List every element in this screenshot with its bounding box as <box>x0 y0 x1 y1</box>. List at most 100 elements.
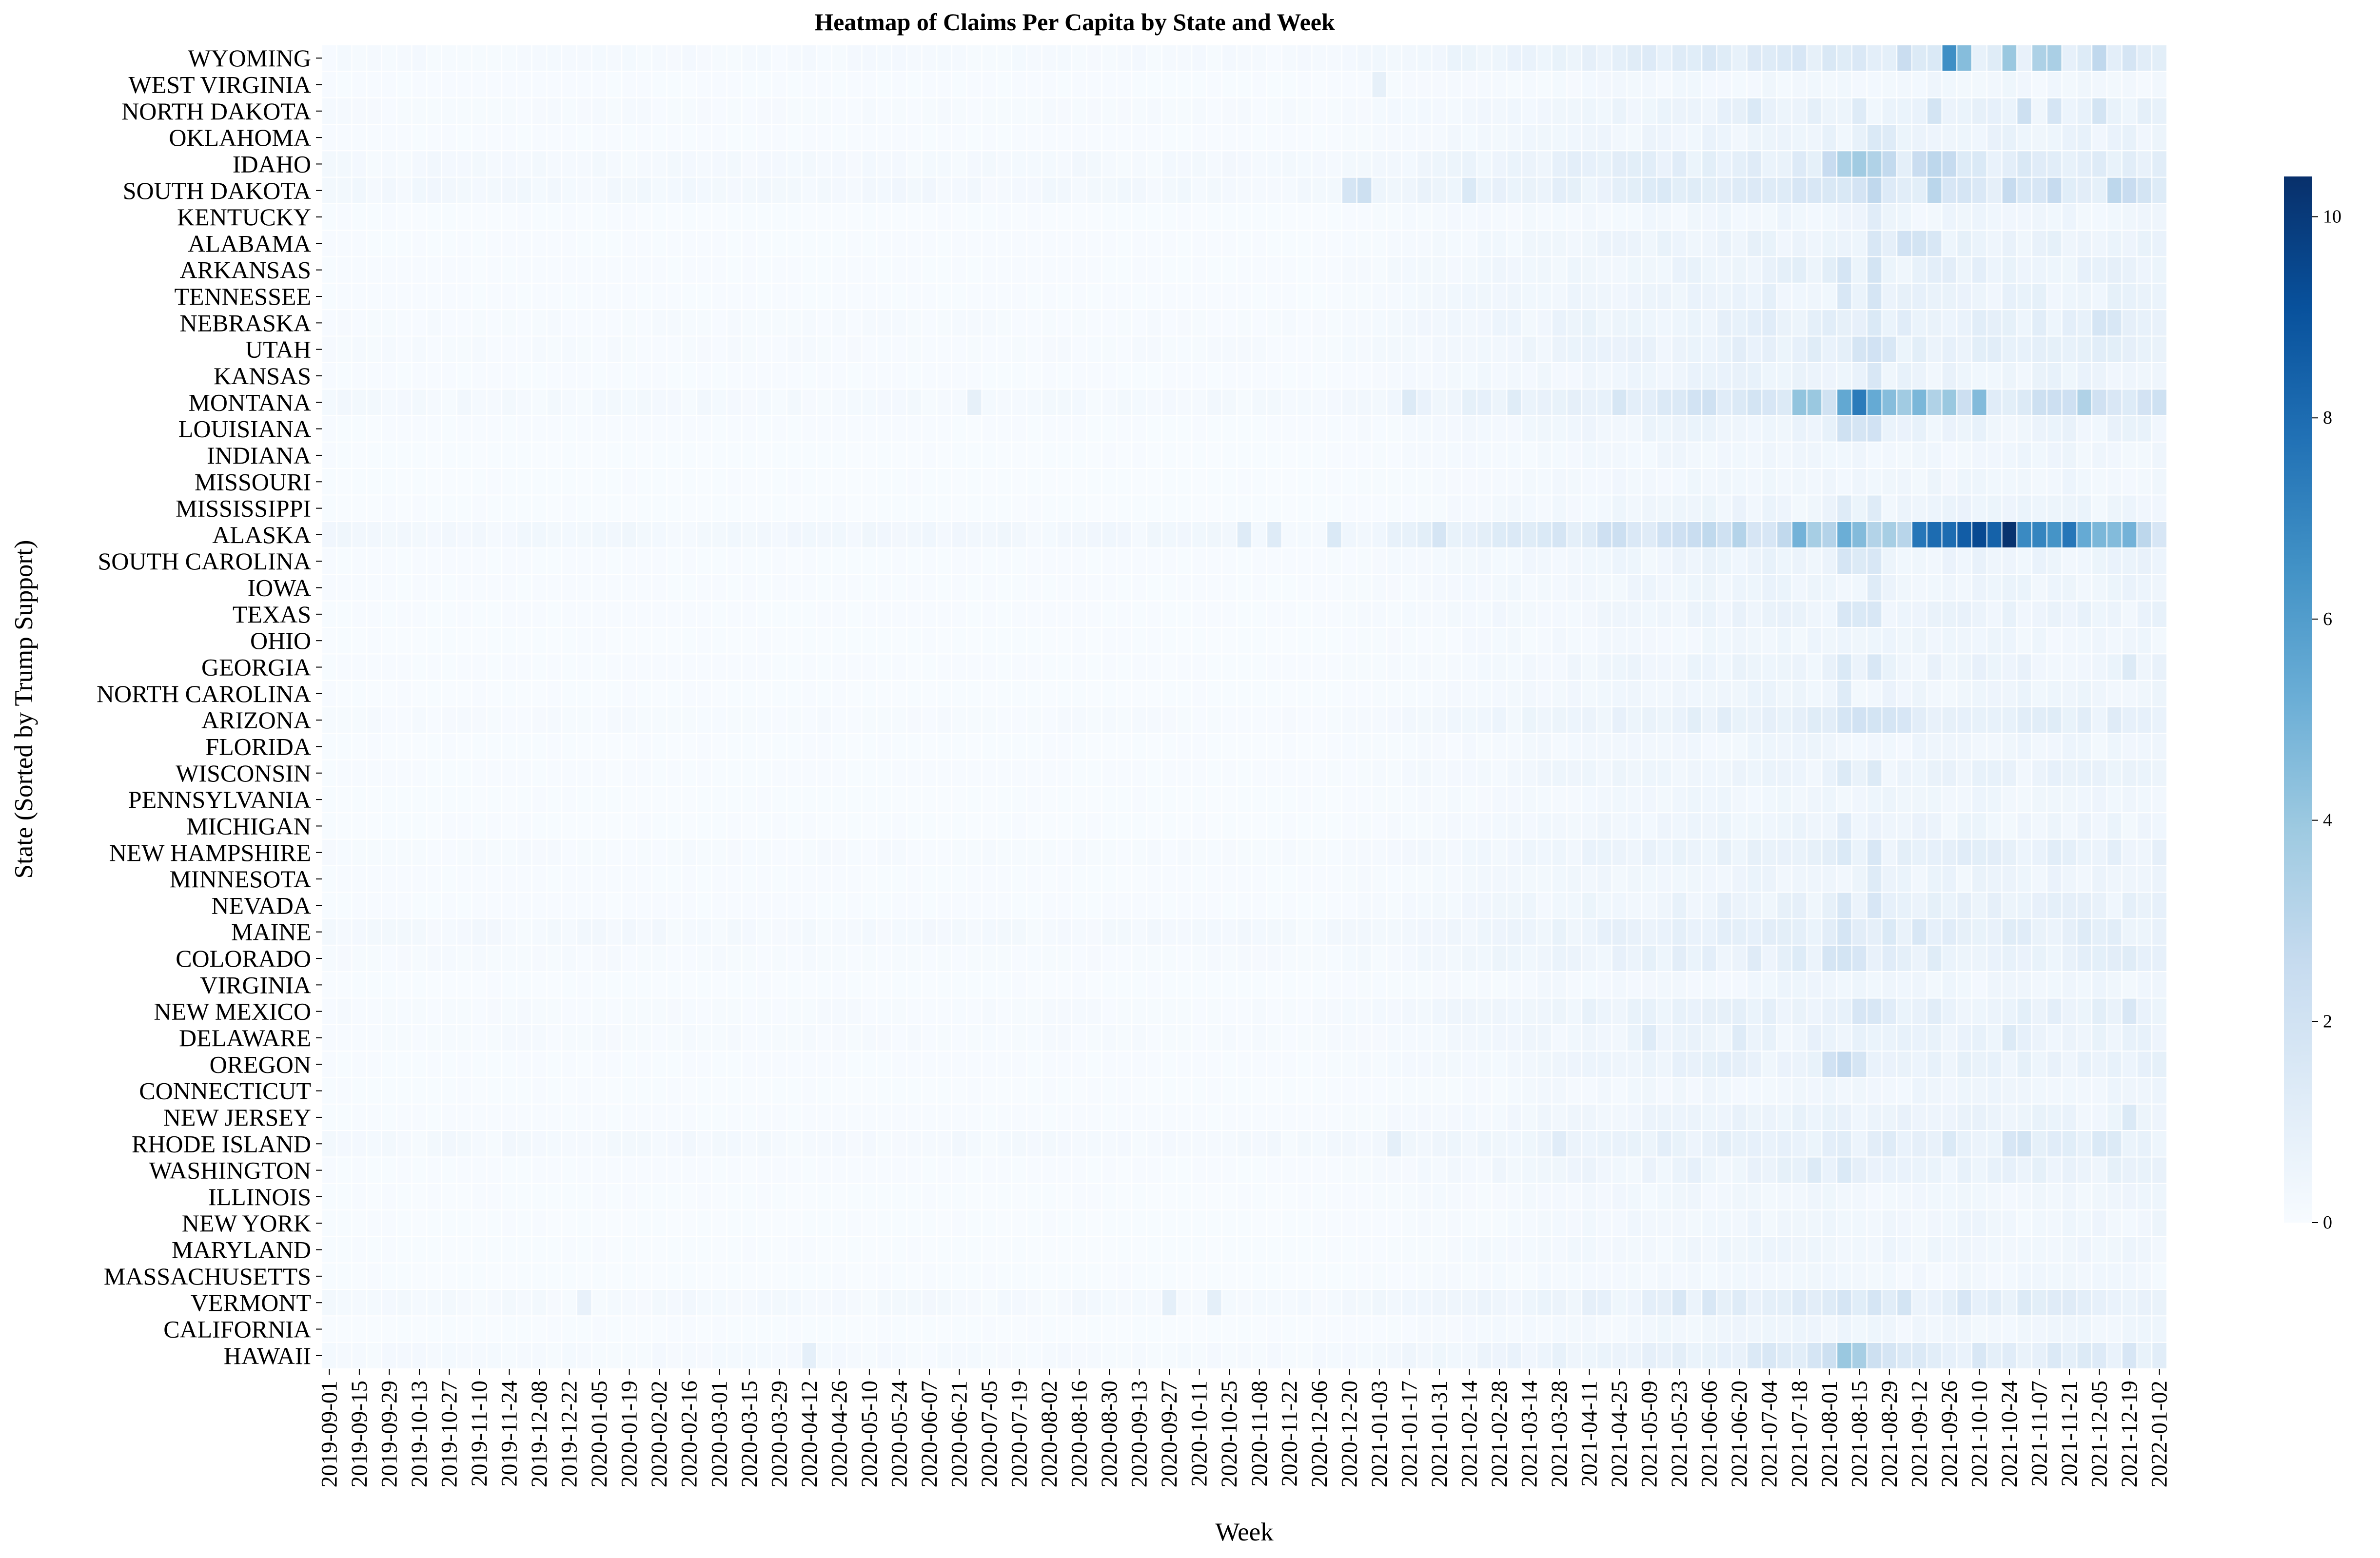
heatmap-cell <box>1881 971 1898 999</box>
heatmap-cell <box>561 918 577 946</box>
heatmap-cell <box>2121 838 2138 866</box>
heatmap-cell <box>441 71 457 98</box>
heatmap-cell <box>1176 600 1193 628</box>
heatmap-cell <box>1986 733 2003 760</box>
heatmap-cell <box>726 521 743 549</box>
heatmap-cell <box>546 733 563 760</box>
heatmap-cell <box>1296 441 1313 469</box>
heatmap-cell <box>1821 389 1838 416</box>
heatmap-cell <box>1491 441 1508 469</box>
heatmap-cell <box>1971 97 1987 125</box>
heatmap-cell <box>1866 680 1883 708</box>
heatmap-cell <box>1161 653 1178 681</box>
heatmap-cell <box>1731 785 1748 814</box>
heatmap-cell <box>1401 653 1417 681</box>
heatmap-cell <box>891 150 907 178</box>
heatmap-cell <box>906 150 923 178</box>
heatmap-cell <box>1041 1051 1058 1078</box>
heatmap-cell <box>891 123 907 152</box>
heatmap-cell <box>1161 97 1178 125</box>
heatmap-cell <box>1326 574 1342 602</box>
heatmap-cell <box>2151 494 2168 522</box>
heatmap-cell <box>786 282 803 311</box>
heatmap-cell <box>786 441 803 469</box>
heatmap-cell <box>726 892 743 919</box>
heatmap-cell <box>1056 1103 1073 1131</box>
heatmap-cell <box>1221 123 1238 152</box>
heatmap-cell <box>1011 1077 1027 1105</box>
heatmap-cell <box>1896 997 1912 1025</box>
heatmap-cell <box>1371 706 1388 734</box>
heatmap-cell <box>1836 362 1852 390</box>
heatmap-cell <box>1476 150 1493 178</box>
heatmap-cell <box>1896 706 1912 734</box>
heatmap-cell <box>1161 865 1178 893</box>
heatmap-cell <box>1701 918 1718 946</box>
heatmap-cell <box>1116 600 1133 628</box>
heatmap-cell <box>1956 123 1973 152</box>
heatmap-cell <box>936 812 953 840</box>
heatmap-cell <box>2091 230 2107 257</box>
heatmap-cell <box>501 892 517 919</box>
heatmap-cell <box>1251 150 1268 178</box>
heatmap-cell <box>861 256 878 284</box>
heatmap-cell <box>2046 627 2063 655</box>
heatmap-cell <box>1101 230 1118 257</box>
heatmap-cell <box>1461 785 1477 814</box>
heatmap-cell <box>1851 71 1868 98</box>
heatmap-cell <box>1161 892 1178 919</box>
heatmap-cell <box>1986 997 2003 1025</box>
heatmap-cell <box>981 389 998 416</box>
heatmap-cell <box>336 335 353 363</box>
heatmap-cell <box>1041 865 1058 893</box>
heatmap-cell <box>2001 389 2018 416</box>
heatmap-cell <box>1776 944 1792 973</box>
heatmap-cell <box>636 309 652 337</box>
heatmap-cell <box>1791 653 1808 681</box>
heatmap-cell <box>1746 918 1763 946</box>
heatmap-cell <box>1551 256 1568 284</box>
heatmap-cell <box>1701 865 1718 893</box>
heatmap-cell <box>1296 176 1313 204</box>
heatmap-cell <box>1986 812 2003 840</box>
heatmap-cell <box>1791 44 1808 72</box>
heatmap-cell <box>2031 389 2047 416</box>
heatmap-cell <box>786 865 803 893</box>
heatmap-cell <box>831 680 847 708</box>
heatmap-cell <box>471 282 488 311</box>
heatmap-cell <box>2091 785 2107 814</box>
heatmap-cell <box>411 812 428 840</box>
heatmap-cell <box>1401 785 1417 814</box>
heatmap-cell <box>1986 415 2003 443</box>
heatmap-cell <box>1986 441 2003 469</box>
heatmap-cell <box>1386 468 1403 496</box>
heatmap-cell <box>861 176 878 204</box>
heatmap-cell <box>1866 309 1883 337</box>
heatmap-cell <box>801 335 818 363</box>
heatmap-cell <box>1611 944 1628 973</box>
heatmap-cell <box>1566 706 1583 734</box>
heatmap-cell <box>1206 1077 1222 1105</box>
heatmap-cell <box>2061 441 2078 469</box>
heatmap-cell <box>801 123 818 152</box>
heatmap-cell <box>1056 680 1073 708</box>
heatmap-cell <box>2031 997 2047 1025</box>
heatmap-cell <box>1836 971 1852 999</box>
heatmap-cell <box>351 812 368 840</box>
heatmap-cell <box>1881 1024 1898 1052</box>
heatmap-cell <box>876 389 893 416</box>
heatmap-cell <box>1956 892 1973 919</box>
heatmap-cell <box>1791 812 1808 840</box>
heatmap-cell <box>726 680 743 708</box>
heatmap-cell <box>486 627 503 655</box>
heatmap-cell <box>726 812 743 840</box>
heatmap-cell <box>1941 150 1958 178</box>
heatmap-cell <box>531 759 548 787</box>
heatmap-cell <box>786 759 803 787</box>
heatmap-cell <box>621 759 638 787</box>
heatmap-cell <box>1191 230 1208 257</box>
heatmap-cell <box>1056 468 1073 496</box>
heatmap-cell <box>1536 653 1553 681</box>
heatmap-cell <box>1041 574 1058 602</box>
heatmap-cell <box>1446 627 1463 655</box>
